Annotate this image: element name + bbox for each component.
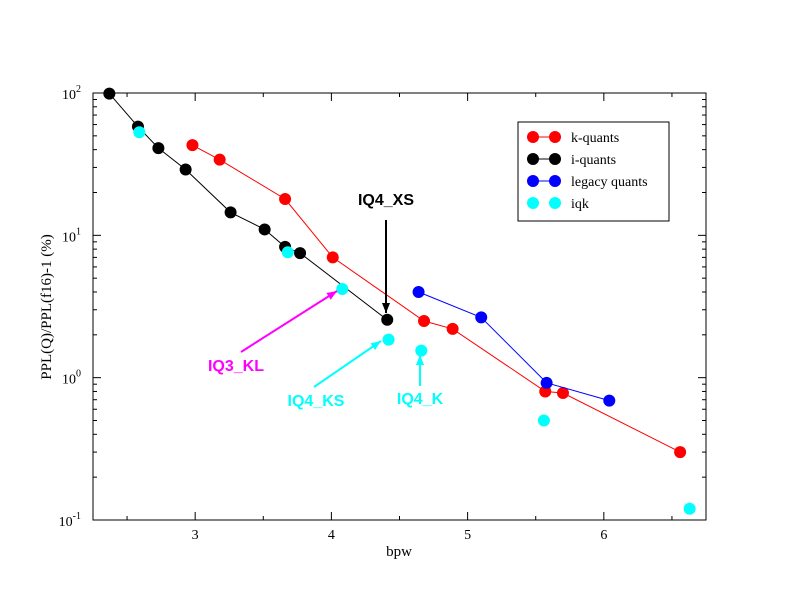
annotation-label-iq4-ks: IQ4_KS xyxy=(288,393,345,410)
legend-box xyxy=(517,121,670,222)
legend-label-legacy-quants: legacy quants xyxy=(571,175,648,190)
x-tick-label: 5 xyxy=(464,528,471,543)
annotation-arrow-iq3-kl xyxy=(240,290,338,353)
data-point-k-quants xyxy=(556,387,569,400)
data-point-iqk xyxy=(133,126,146,139)
annotation-label-iq3-kl: IQ3_KL xyxy=(208,358,264,375)
legend-marker-legacy-quants xyxy=(549,175,561,187)
data-point-k-quants xyxy=(674,446,687,459)
legend-marker-k-quants xyxy=(549,131,561,143)
legend-marker-i-quants xyxy=(527,153,539,165)
data-point-i-quants xyxy=(179,163,192,176)
legend-marker-iqk xyxy=(549,197,561,209)
data-point-legacy-quants xyxy=(475,311,488,324)
data-point-iqk xyxy=(537,414,550,427)
data-point-i-quants xyxy=(103,87,116,100)
data-point-iqk xyxy=(281,246,294,259)
data-point-k-quants xyxy=(326,251,339,264)
y-tick-label: 102 xyxy=(62,84,81,103)
x-tick-label: 4 xyxy=(328,528,335,543)
data-point-i-quants xyxy=(381,313,394,326)
legend-label-iqk: iqk xyxy=(571,197,589,212)
data-point-i-quants xyxy=(224,206,237,219)
data-point-legacy-quants xyxy=(603,394,616,407)
data-point-i-quants xyxy=(152,142,165,155)
legend: k-quants i-quants legacy quants iqk xyxy=(517,121,670,222)
data-point-i-quants xyxy=(258,223,271,236)
annotation-arrow-iq4-ks xyxy=(313,340,382,388)
data-point-iqk xyxy=(336,282,349,295)
data-point-k-quants xyxy=(213,153,226,166)
data-point-k-quants xyxy=(418,315,431,328)
series-layer xyxy=(103,87,696,515)
data-point-legacy-quants xyxy=(540,376,553,389)
data-point-k-quants xyxy=(446,322,459,335)
data-point-i-quants xyxy=(294,247,307,260)
data-point-k-quants xyxy=(279,192,292,205)
legend-marker-legacy-quants xyxy=(527,175,539,187)
y-axis-label: PPL(Q)/PPL(f16)-1 (%) xyxy=(39,234,55,379)
x-axis-label: bpw xyxy=(386,544,412,560)
ticks-layer: 3 4 5 6 10-1 100 101 102 xyxy=(59,84,706,543)
legend-marker-i-quants xyxy=(549,153,561,165)
x-tick-label: 6 xyxy=(600,528,607,543)
annotation-arrowhead-iq4-ks xyxy=(370,341,381,350)
data-point-k-quants xyxy=(186,139,199,152)
annotation-arrowhead-iq3-kl xyxy=(326,291,337,300)
legend-marker-iqk xyxy=(527,197,539,209)
annotation-arrowhead-iq4-xs xyxy=(382,303,390,313)
annotation-layer: IQ4_XS IQ3_KL IQ4_KS IQ4_K xyxy=(208,192,444,410)
y-tick-label: 101 xyxy=(62,226,81,245)
x-tick-label: 3 xyxy=(192,528,199,543)
annotation-arrowhead-iq4-k xyxy=(416,355,424,365)
legend-marker-k-quants xyxy=(527,131,539,143)
data-point-iqk xyxy=(415,344,428,357)
y-tick-label: 100 xyxy=(62,369,81,388)
series-line-legacy-quants xyxy=(418,291,610,402)
legend-label-k-quants: k-quants xyxy=(571,131,619,146)
legend-label-i-quants: i-quants xyxy=(571,153,616,168)
data-point-legacy-quants xyxy=(412,285,425,298)
data-point-iqk xyxy=(382,333,395,346)
data-point-iqk xyxy=(683,502,696,515)
y-tick-label: 10-1 xyxy=(59,511,81,530)
annotation-label-iq4-xs: IQ4_XS xyxy=(358,192,414,209)
annotation-label-iq4-k: IQ4_K xyxy=(397,391,444,408)
